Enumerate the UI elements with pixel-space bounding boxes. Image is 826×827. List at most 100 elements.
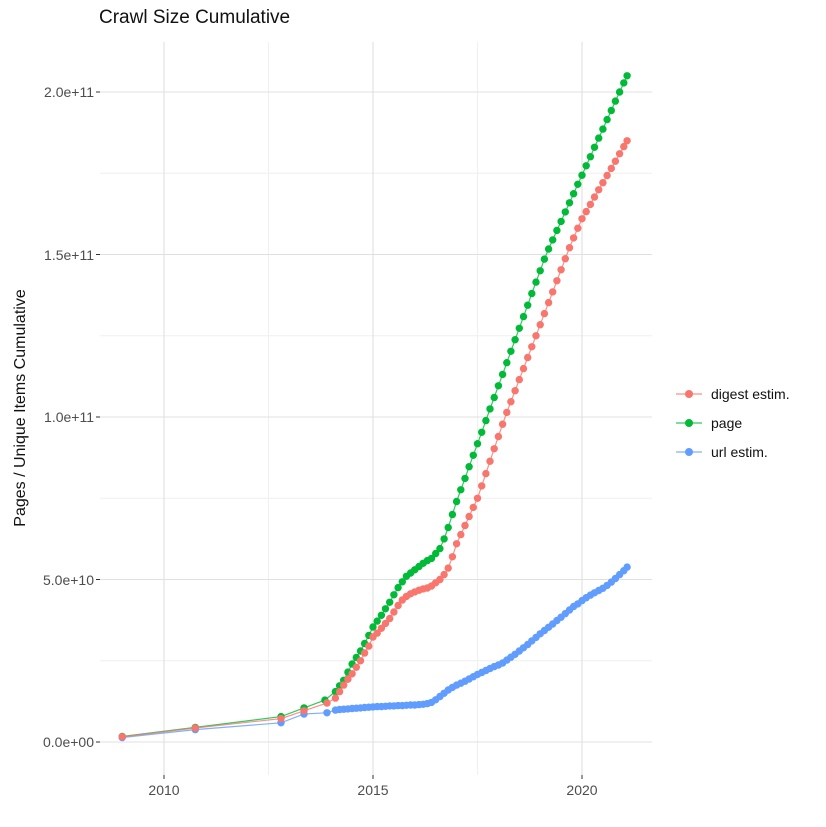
data-point bbox=[603, 115, 611, 124]
data-point bbox=[528, 343, 536, 351]
data-point bbox=[620, 79, 628, 87]
data-point bbox=[465, 512, 473, 521]
legend-key-digest-estim bbox=[676, 387, 702, 401]
data-point bbox=[561, 208, 569, 216]
data-point bbox=[515, 324, 523, 332]
data-point bbox=[344, 675, 352, 683]
data-point bbox=[586, 200, 595, 209]
series-page bbox=[118, 72, 631, 741]
legend-key-page bbox=[676, 416, 702, 430]
x-tick-label: 2015 bbox=[357, 782, 389, 798]
data-point bbox=[524, 301, 532, 309]
data-point bbox=[607, 106, 615, 115]
data-point bbox=[544, 245, 553, 253]
data-point bbox=[386, 614, 394, 623]
data-point bbox=[436, 575, 444, 584]
data-point bbox=[352, 663, 360, 671]
data-point bbox=[607, 164, 615, 173]
data-point bbox=[473, 494, 482, 502]
data-point bbox=[553, 277, 561, 285]
data-point bbox=[561, 255, 569, 263]
legend-key-url-estim bbox=[676, 445, 702, 459]
data-point bbox=[323, 699, 331, 707]
data-point bbox=[519, 364, 528, 373]
data-point bbox=[569, 234, 578, 242]
data-point bbox=[498, 420, 507, 428]
data-point bbox=[486, 405, 494, 413]
data-point bbox=[519, 312, 528, 321]
data-point bbox=[536, 267, 544, 275]
data-point bbox=[595, 134, 603, 142]
data-point bbox=[461, 474, 469, 483]
data-point bbox=[557, 217, 565, 226]
data-point bbox=[611, 157, 620, 165]
data-point bbox=[448, 553, 457, 561]
data-point bbox=[469, 451, 477, 459]
chart-title: Crawl Size Cumulative bbox=[99, 7, 291, 28]
data-point bbox=[331, 694, 340, 702]
data-point bbox=[360, 649, 369, 657]
data-point bbox=[457, 530, 465, 539]
legend-label: page bbox=[711, 414, 743, 431]
data-point bbox=[611, 97, 620, 105]
legend-item-digest-estim: digest estim. bbox=[676, 379, 790, 408]
data-point bbox=[623, 563, 631, 571]
gridlines-major bbox=[100, 42, 652, 775]
data-point bbox=[574, 180, 582, 188]
data-point bbox=[574, 224, 582, 232]
data-point bbox=[452, 540, 461, 548]
legend-dot-icon bbox=[685, 389, 693, 398]
data-point bbox=[373, 629, 381, 637]
data-point bbox=[457, 486, 465, 494]
data-point bbox=[369, 623, 377, 631]
data-point bbox=[340, 681, 348, 689]
series-line bbox=[122, 140, 628, 738]
data-point bbox=[623, 137, 631, 145]
legend-label: url estim. bbox=[711, 443, 768, 460]
data-point bbox=[544, 298, 553, 307]
data-point bbox=[498, 370, 507, 379]
data-point bbox=[191, 724, 199, 732]
data-point bbox=[440, 535, 448, 543]
data-point bbox=[490, 445, 498, 453]
data-point bbox=[620, 142, 628, 151]
data-point bbox=[536, 321, 544, 329]
data-point bbox=[503, 408, 511, 417]
data-point bbox=[590, 193, 599, 201]
data-point bbox=[323, 709, 331, 717]
data-point bbox=[473, 440, 482, 448]
data-point bbox=[448, 510, 457, 519]
data-point bbox=[599, 179, 607, 187]
data-point bbox=[394, 583, 402, 592]
series-line bbox=[122, 75, 628, 738]
data-point bbox=[486, 457, 494, 465]
y-tick-label: 0.0e+00 bbox=[43, 734, 94, 750]
data-point bbox=[615, 88, 624, 96]
y-tick-label: 2.0e+11 bbox=[44, 84, 94, 100]
gridlines-minor bbox=[100, 42, 652, 775]
data-point bbox=[432, 549, 440, 558]
data-point bbox=[436, 544, 444, 553]
data-point bbox=[490, 393, 498, 402]
legend-item-url-estim: url estim. bbox=[676, 437, 790, 466]
data-point bbox=[390, 591, 398, 599]
x-tick-label: 2010 bbox=[148, 782, 180, 798]
data-point bbox=[478, 482, 486, 490]
data-point bbox=[444, 564, 452, 572]
data-point bbox=[553, 226, 561, 235]
data-point bbox=[394, 601, 402, 610]
series-line bbox=[122, 566, 628, 739]
data-point bbox=[582, 162, 590, 170]
data-point bbox=[118, 733, 126, 741]
data-point bbox=[452, 497, 461, 506]
data-point bbox=[623, 72, 631, 80]
data-point bbox=[582, 207, 590, 216]
data-point bbox=[603, 171, 611, 180]
data-point bbox=[440, 570, 448, 579]
data-point bbox=[377, 611, 386, 619]
data-point bbox=[478, 428, 486, 436]
data-point bbox=[578, 215, 586, 223]
data-point bbox=[532, 332, 540, 340]
data-point bbox=[557, 266, 565, 274]
